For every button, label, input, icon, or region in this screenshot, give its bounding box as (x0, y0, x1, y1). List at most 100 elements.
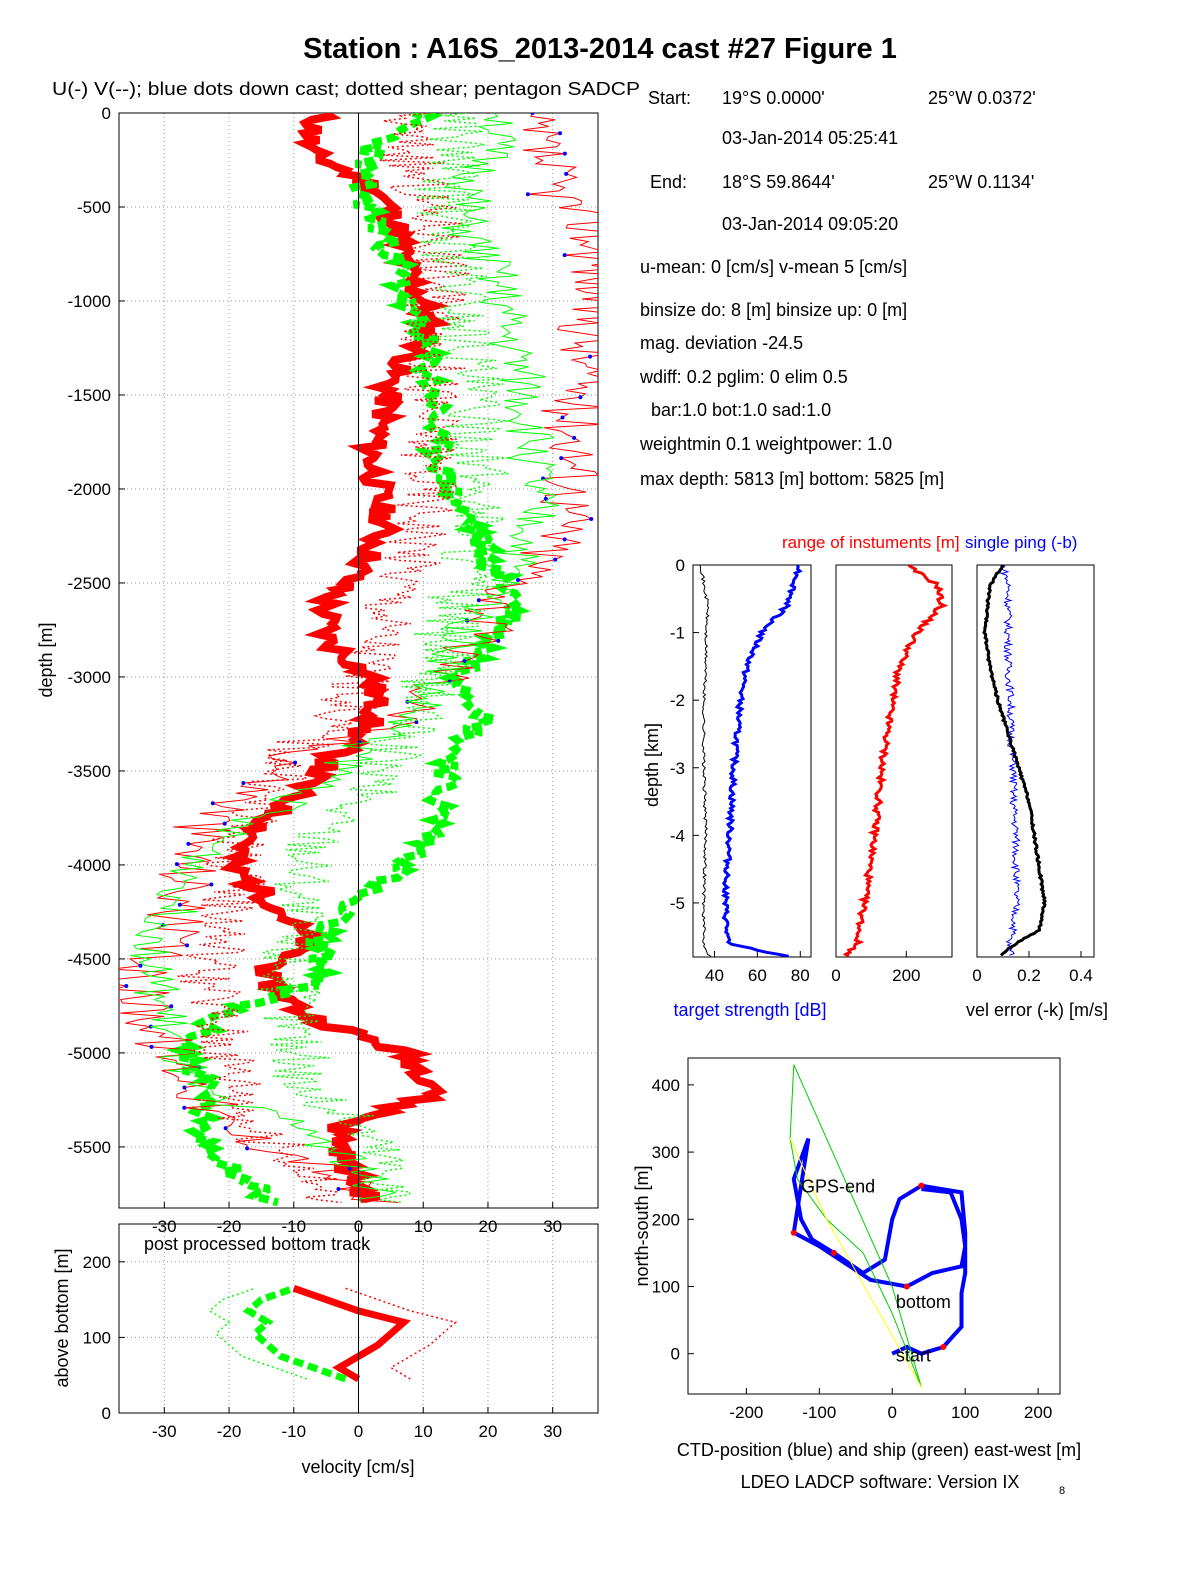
pos-ylabel: north-south [m] (632, 1165, 652, 1286)
y-tick-label: 0 (102, 104, 111, 123)
info-block: Start: 19°S 0.0000' 25°W 0.0372' 03-Jan-… (639, 88, 1036, 489)
info-binsize: binsize do: 8 [m] binsize up: 0 [m] (640, 300, 907, 320)
downcast-dot (553, 557, 558, 562)
ts-series-blue (721, 565, 803, 957)
y-tick-label: -3500 (68, 762, 111, 781)
ctd-marker (790, 1229, 797, 1236)
downcast-dot (185, 943, 190, 948)
ctd-marker (918, 1182, 925, 1189)
downcast-dot (476, 598, 481, 603)
x-tick-label: 40 (705, 966, 724, 985)
x-tick-label: 0 (354, 1422, 363, 1441)
downcast-dot (186, 841, 191, 846)
series-v (165, 113, 531, 1207)
y-tick-label: 0 (676, 556, 685, 575)
bottom-xlabel: velocity [cm/s] (301, 1457, 414, 1477)
downcast-dot (182, 1085, 187, 1090)
x-tick-label: 0 (888, 1403, 897, 1422)
info-end-lon: 25°W 0.1134' (928, 172, 1034, 192)
info-means: u-mean: 0 [cm/s] v-mean 5 [cm/s] (640, 257, 907, 277)
downcast-dot (516, 577, 521, 582)
bottom-series-u (292, 1284, 412, 1383)
downcast-dot (589, 517, 594, 522)
x-tick-label: 200 (892, 966, 920, 985)
downcast-dot (245, 1146, 250, 1151)
y-tick-label: -2500 (68, 574, 111, 593)
series-u-downcast (119, 113, 598, 1203)
downcast-dot (572, 435, 577, 440)
downcast-dot (124, 983, 129, 988)
axes-frame (835, 564, 953, 958)
downcast-dot (578, 395, 583, 400)
y-tick-label: -4500 (68, 950, 111, 969)
downcast-dot (588, 354, 593, 359)
info-start-label: Start: (648, 88, 691, 108)
ship-link (789, 1138, 922, 1388)
downcast-dot (210, 801, 215, 806)
bottom-ylabel: above bottom [m] (52, 1248, 72, 1387)
x-tick-label: -100 (802, 1403, 836, 1422)
info-wdiff: wdiff: 0.2 pglim: 0 elim 0.5 (639, 367, 848, 387)
y-tick-label: -2 (670, 691, 685, 710)
info-start-time: 03-Jan-2014 05:25:41 (722, 128, 898, 148)
downcast-dot (559, 456, 564, 461)
x-tick-label: -30 (152, 1217, 177, 1236)
y-tick-label: -1500 (68, 386, 111, 405)
downcast-dot (222, 821, 227, 826)
x-tick-label: 60 (748, 966, 767, 985)
y-tick-label: 400 (652, 1076, 680, 1095)
downcast-dot (447, 679, 452, 684)
series-v-downcast (130, 113, 559, 1203)
info-magdev: mag. deviation -24.5 (640, 333, 803, 353)
vel-error-series (982, 565, 1047, 957)
y-tick-label: 0 (671, 1345, 680, 1364)
position-axes: -200 -100 0 100 200 0 100 200 300 400 GPS-end botto… (652, 1057, 1061, 1422)
downcast-dot (241, 780, 246, 785)
y-tick-label: -3 (670, 759, 685, 778)
x-tick-label: 10 (414, 1422, 433, 1441)
downcast-dot (149, 1044, 154, 1049)
downcast-dot (223, 1126, 228, 1131)
downcast-dot (525, 192, 530, 197)
bottom-shear-v (208, 1287, 307, 1380)
x-tick-label: 20 (478, 1217, 497, 1236)
downcast-dot (617, 314, 621, 318)
downcast-dot (562, 253, 567, 258)
x-tick-label: 10 (414, 1217, 433, 1236)
series-shear (257, 113, 511, 1204)
y-tick-label: -2000 (68, 480, 111, 499)
axes-frame (692, 564, 812, 958)
x-tick-label: -30 (152, 1422, 177, 1441)
x-tick-label: 0.4 (1069, 966, 1093, 985)
downcast-dot (174, 862, 179, 867)
x-tick-label: -10 (281, 1217, 306, 1236)
ping-series (999, 565, 1022, 956)
y-tick-label: 200 (652, 1210, 680, 1229)
error-series (982, 565, 1047, 957)
x-tick-label: -20 (217, 1217, 242, 1236)
ctd-track (791, 1137, 968, 1356)
y-tick-label: -5000 (68, 1044, 111, 1063)
info-end-time: 03-Jan-2014 09:05:20 (722, 214, 898, 234)
target-strength-series (699, 565, 803, 957)
range-title: range of instuments [m] (782, 533, 960, 552)
range-axes: 0 200 (831, 564, 953, 985)
info-bar: bar:1.0 bot:1.0 sad:1.0 (651, 400, 831, 420)
position-series (789, 1064, 968, 1388)
err-xlabel: vel error (-k) [m/s] (966, 1000, 1108, 1020)
ctd-marker (830, 1249, 837, 1256)
pos-footer: LDEO LADCP software: Version IX (741, 1472, 1020, 1492)
velocity-series (119, 113, 621, 1207)
diag-ylabel: depth [km] (642, 723, 662, 807)
downcast-dot (169, 1004, 174, 1009)
downcast-dot (610, 233, 614, 237)
downcast-dot (562, 537, 567, 542)
downcast-dot (177, 902, 182, 907)
x-tick-label: 100 (951, 1403, 979, 1422)
info-end-label: End: (650, 172, 687, 192)
y-tick-label: -4000 (68, 856, 111, 875)
y-tick-label: -5500 (68, 1138, 111, 1157)
velocity-axes: -30 -20 -10 0 10 20 300-500-1000-1500-2000-250… (68, 104, 621, 1236)
info-weight: weightmin 0.1 weightpower: 1.0 (639, 434, 892, 454)
downcast-dot (560, 415, 565, 420)
